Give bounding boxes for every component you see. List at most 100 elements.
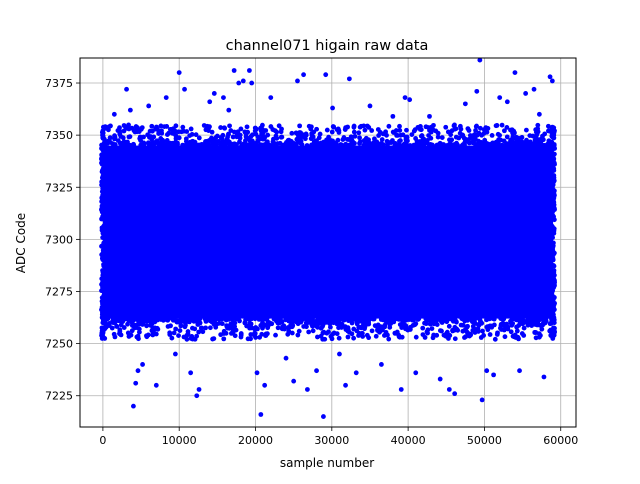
sample-point — [494, 332, 500, 337]
sample-point — [263, 128, 269, 133]
sample-point — [303, 132, 309, 138]
sample-point — [260, 122, 265, 128]
sample-point — [231, 142, 237, 148]
sample-point — [454, 326, 460, 332]
sample-point — [551, 178, 557, 184]
sample-point — [153, 331, 159, 337]
sample-point — [167, 127, 173, 132]
sample-point — [551, 272, 557, 278]
sample-point — [197, 316, 203, 322]
sample-point — [550, 157, 556, 163]
sample-point — [490, 316, 496, 322]
outlier-point — [452, 391, 458, 397]
sample-point — [207, 325, 213, 331]
sample-point — [266, 322, 271, 328]
sample-point — [160, 143, 166, 148]
sample-point — [345, 334, 351, 340]
sample-point — [504, 134, 510, 140]
sample-point — [171, 330, 177, 336]
sample-point — [178, 316, 184, 321]
sample-point — [238, 334, 244, 340]
sample-point — [472, 316, 478, 322]
sample-point — [418, 133, 424, 139]
sample-point — [551, 295, 557, 301]
sample-point — [364, 123, 370, 129]
sample-point — [111, 331, 117, 337]
sample-point — [549, 315, 555, 321]
dense-sample-region — [102, 145, 554, 319]
sample-point — [427, 127, 433, 133]
sample-point — [211, 138, 217, 143]
sample-point — [187, 133, 193, 139]
sample-point — [477, 125, 483, 131]
sample-point — [262, 316, 267, 322]
sample-point — [180, 124, 186, 130]
sample-point — [426, 133, 432, 138]
sample-point — [551, 281, 557, 287]
sample-point — [549, 227, 555, 233]
sample-point — [414, 138, 420, 144]
sample-point — [145, 140, 151, 146]
sample-point — [527, 133, 533, 139]
sample-point — [100, 135, 106, 141]
sample-point — [545, 123, 551, 129]
sample-point — [371, 316, 377, 322]
sample-point — [436, 141, 442, 147]
sample-point — [492, 336, 498, 342]
sample-point — [425, 137, 430, 143]
sample-point — [176, 135, 182, 141]
sample-point — [137, 317, 143, 323]
sample-point — [410, 322, 416, 328]
sample-point — [121, 325, 127, 330]
outlier-point — [291, 378, 297, 384]
sample-point — [343, 141, 349, 147]
outlier-point — [127, 107, 133, 113]
sample-point — [363, 135, 369, 141]
sample-point — [101, 240, 107, 246]
x-tick-label: 30000 — [314, 434, 349, 447]
sample-point — [227, 123, 232, 129]
sample-point — [285, 331, 291, 337]
sample-point — [439, 318, 445, 324]
sample-point — [361, 142, 367, 148]
sample-point — [125, 321, 130, 327]
sample-point — [457, 123, 463, 129]
sample-point — [409, 132, 415, 138]
sample-point — [415, 317, 421, 322]
sample-point — [101, 188, 106, 194]
sample-point — [228, 322, 234, 328]
sample-point — [404, 316, 410, 322]
outlier-point — [337, 351, 342, 357]
sample-point — [466, 140, 472, 146]
outlier-point — [196, 387, 202, 392]
sample-point — [282, 326, 287, 332]
outlier-point — [211, 91, 217, 96]
sample-point — [396, 332, 402, 338]
sample-point — [533, 129, 539, 135]
sample-point — [116, 317, 122, 323]
sample-point — [100, 320, 106, 326]
outlier-point — [254, 370, 260, 376]
sample-point — [382, 324, 388, 330]
sample-point — [541, 320, 547, 326]
sample-point — [524, 137, 529, 143]
sample-point — [206, 142, 212, 148]
sample-point — [188, 126, 194, 132]
sample-point — [158, 123, 164, 129]
outlier-point — [402, 95, 408, 101]
sample-point — [180, 128, 186, 134]
sample-point — [107, 135, 113, 141]
sample-point — [371, 140, 376, 146]
sample-point — [101, 290, 107, 295]
sample-point — [350, 138, 355, 144]
sample-point — [210, 336, 215, 342]
sample-point — [295, 332, 301, 338]
sample-point — [423, 321, 429, 327]
sample-point — [141, 134, 146, 140]
sample-point — [356, 330, 362, 336]
sample-point — [416, 143, 422, 148]
sample-point — [117, 327, 123, 333]
sample-point — [327, 324, 333, 330]
y-tick-label: 7225 — [45, 390, 73, 403]
sample-point — [273, 143, 278, 148]
